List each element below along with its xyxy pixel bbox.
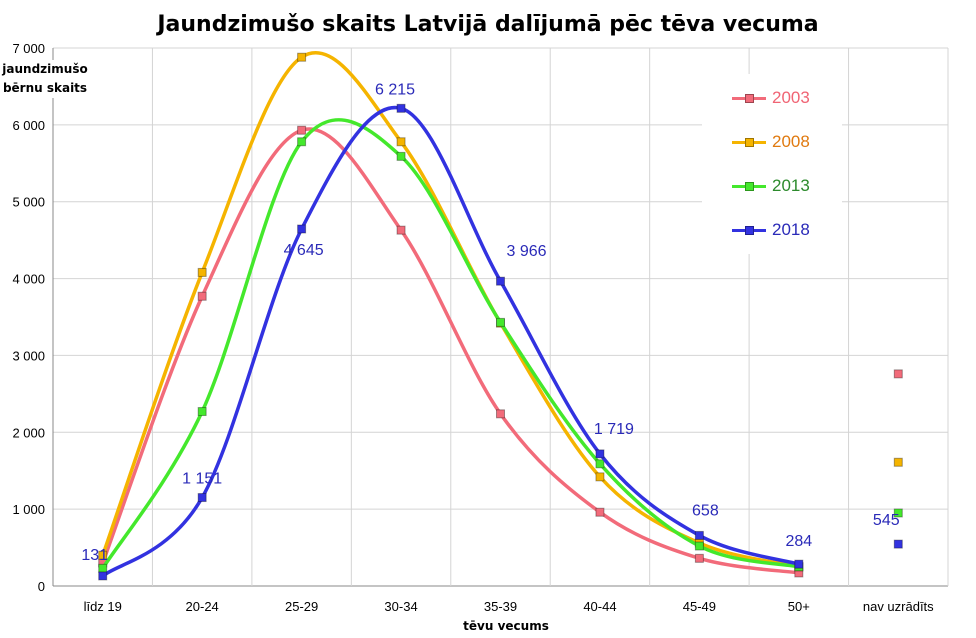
series-2018-point [595, 449, 605, 459]
legend-marker-swatch [745, 182, 754, 191]
series-2003-point [396, 225, 406, 235]
x-tick-label: līdz 19 [84, 599, 122, 614]
series-2018-point [694, 530, 704, 540]
x-tick-label: 50+ [788, 599, 810, 614]
series-2008-point [595, 472, 605, 482]
x-tick-label: nav uzrādīts [863, 599, 934, 614]
series-2003-point [893, 369, 903, 379]
y-tick-label: 5 000 [12, 195, 45, 210]
legend: 2003 2008 2013 2018 [702, 74, 842, 254]
series-2003-point [496, 409, 505, 419]
data-label: 284 [785, 533, 812, 550]
data-label: 131 [81, 547, 108, 564]
legend-marker-swatch [745, 138, 754, 147]
series-2018-line [100, 105, 801, 578]
legend-label: 2008 [772, 132, 810, 151]
series-2013-point [893, 508, 903, 518]
series-2003-point [297, 125, 307, 135]
y-tick-label: 6 000 [12, 118, 45, 133]
data-label: 658 [692, 502, 719, 519]
series-2008-point [197, 267, 207, 277]
y-tick-label: 7 000 [12, 41, 45, 56]
series-2013-point [197, 407, 207, 417]
series-2013-point [496, 317, 505, 327]
series-2013-point [595, 459, 605, 469]
legend-marker-swatch [745, 226, 754, 235]
legend-label: 2013 [772, 176, 810, 195]
series-2013-line [100, 118, 801, 571]
series-2008-point [297, 52, 307, 62]
data-label: 1 719 [594, 421, 634, 438]
x-tick-label: 35-39 [484, 599, 517, 614]
series-2008-point [893, 457, 903, 467]
data-label: 3 966 [506, 243, 546, 260]
data-label: 1 151 [182, 471, 222, 488]
series-2018-point [98, 571, 108, 581]
x-tick-label: 20-24 [186, 599, 219, 614]
series-2013-point [297, 137, 307, 147]
series-2003-point [595, 507, 605, 517]
y-tick-label: 3 000 [12, 348, 45, 363]
series-2018-point [496, 276, 505, 286]
legend-label: 2018 [772, 220, 810, 239]
series-2018-point [197, 493, 207, 503]
series-2003-point [694, 553, 704, 563]
y-tick-label: 0 [38, 579, 45, 594]
series-2008-point [396, 137, 406, 147]
series-2003-point [197, 291, 207, 301]
series-2008-point [98, 550, 108, 560]
y-tick-label: 1 000 [12, 502, 45, 517]
data-label: 6 215 [375, 81, 415, 98]
series-2018-point [297, 224, 307, 234]
x-tick-label: 30-34 [384, 599, 417, 614]
data-label: 545 [873, 512, 900, 529]
data-label: 4 645 [284, 242, 324, 259]
legend-label: 2003 [772, 88, 810, 107]
y-tick-label: 4 000 [12, 272, 45, 287]
y-axis-label: jaundzimušo bērnu skaits [2, 60, 88, 98]
series-2013-point [694, 541, 704, 551]
series-2018-point [396, 103, 406, 113]
legend-marker-swatch [745, 94, 754, 103]
series-2013-point [396, 151, 406, 161]
x-tick-label: 45-49 [683, 599, 716, 614]
chart-title: Jaundzimušo skaits Latvijā dalījumā pēc … [157, 12, 819, 37]
series-2018-point [893, 539, 903, 549]
x-axis-label: tēvu vecums [463, 619, 549, 633]
series-2013-point [98, 563, 108, 573]
series-2018-point [794, 559, 804, 569]
y-tick-label: 2 000 [12, 425, 45, 440]
x-tick-label: 40-44 [583, 599, 616, 614]
x-tick-label: 25-29 [285, 599, 318, 614]
